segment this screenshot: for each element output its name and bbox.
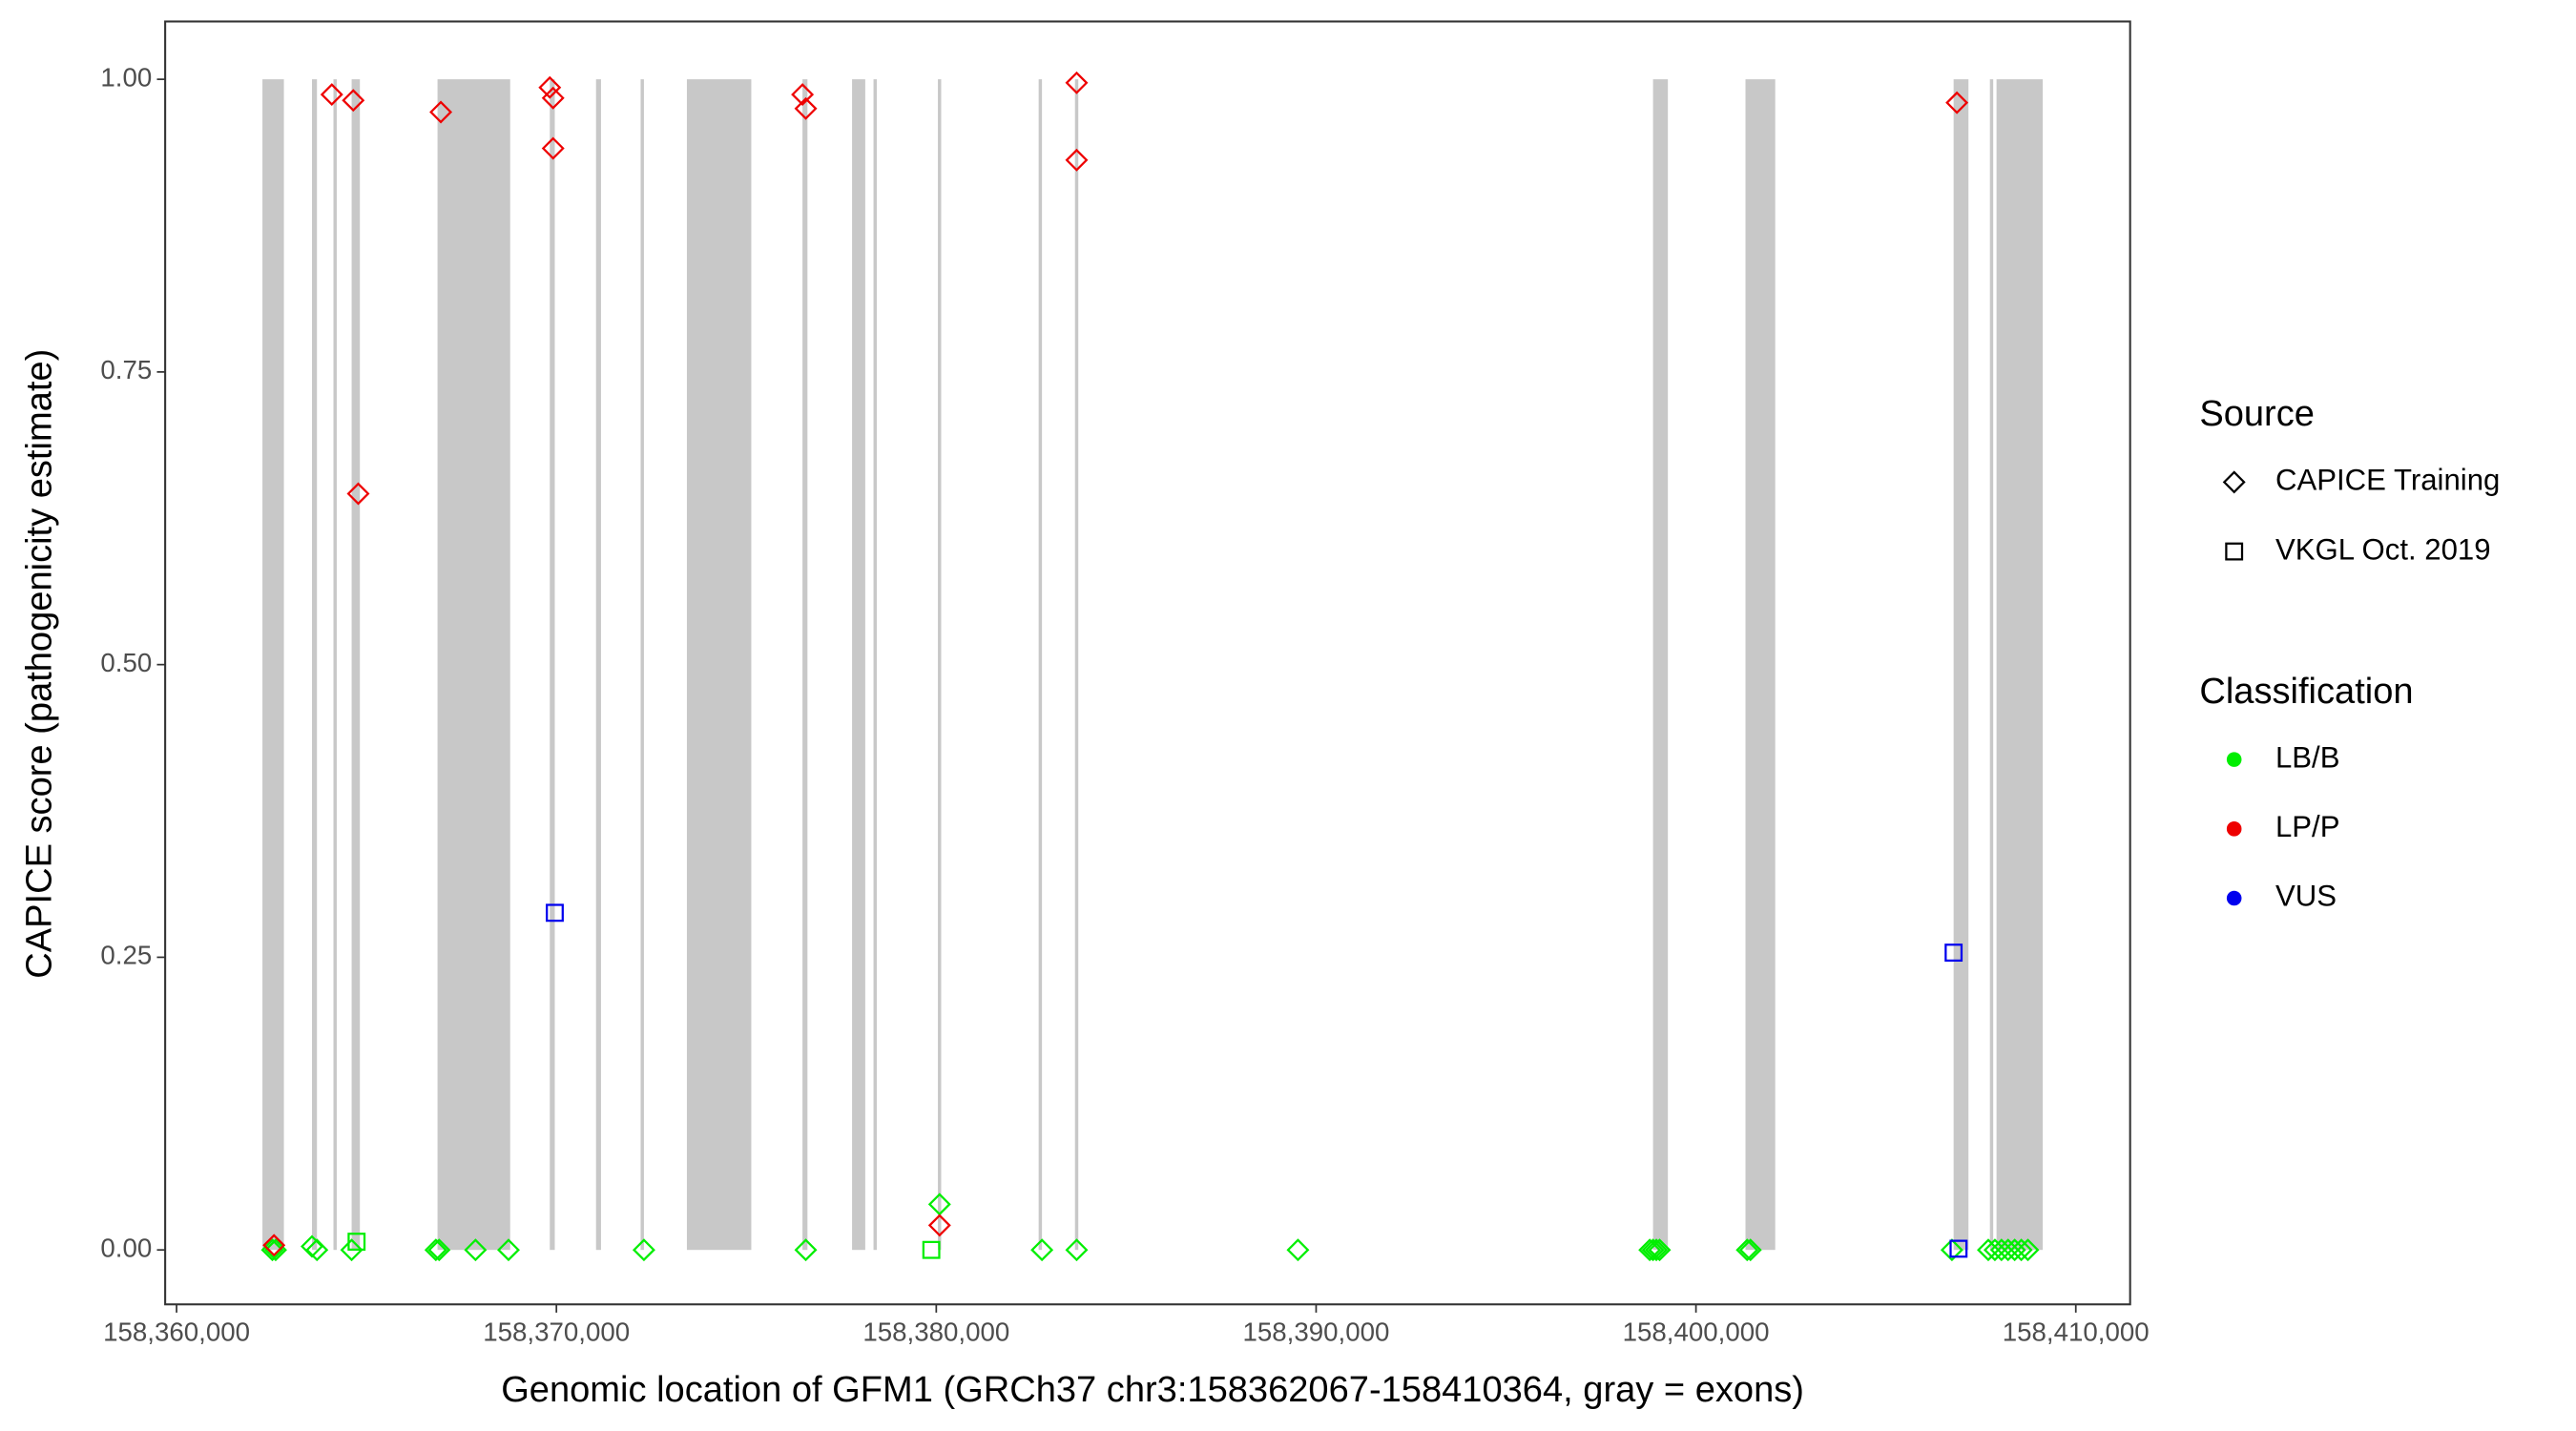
point [1738, 1238, 1762, 1262]
legend-label: CAPICE Training [2275, 464, 2500, 497]
point [497, 1238, 520, 1262]
point [1645, 1238, 1669, 1262]
point [429, 100, 453, 124]
point [541, 136, 565, 160]
exon [640, 79, 644, 1251]
point [1286, 1238, 1310, 1262]
exon [1745, 79, 1776, 1251]
legend: Source CAPICE Training VKGL Oct. 2019 Class… [2199, 394, 2500, 913]
exon [1074, 79, 1079, 1251]
point [1949, 1239, 1968, 1258]
point [1065, 71, 1089, 94]
point [538, 75, 562, 99]
point [1735, 1238, 1759, 1262]
y-tick-label: 0.75 [100, 355, 152, 384]
point [1648, 1238, 1672, 1262]
x-axis-title: Genomic location of GFM1 (GRCh37 chr3:15… [501, 1370, 1804, 1410]
x-tick-label: 158,360,000 [103, 1317, 250, 1347]
point [794, 1238, 818, 1262]
exon [550, 79, 555, 1251]
point [1945, 91, 1969, 114]
point [340, 1238, 364, 1262]
point [262, 1234, 286, 1257]
point [632, 1238, 655, 1262]
legend-label: LB/B [2275, 740, 2340, 774]
exon [312, 79, 318, 1251]
point [1065, 148, 1089, 172]
legend-label: LP/P [2275, 810, 2340, 843]
x-tick-label: 158,410,000 [2003, 1317, 2150, 1347]
y-tick-label: 0.50 [100, 648, 152, 677]
legend-label: VUS [2275, 880, 2337, 913]
exon [686, 79, 752, 1251]
x-tick-label: 158,370,000 [483, 1317, 630, 1347]
x-tick-label: 158,380,000 [862, 1317, 1009, 1347]
exon [262, 79, 284, 1251]
exon [1989, 79, 1994, 1251]
exon [333, 79, 337, 1251]
point [424, 1238, 447, 1262]
point-layer [260, 71, 2040, 1262]
point [546, 903, 564, 923]
exon [1652, 79, 1669, 1251]
point [1030, 1238, 1054, 1262]
legend-key [2226, 752, 2242, 767]
point [1944, 944, 1963, 962]
x-tick-label: 158,390,000 [1242, 1317, 1389, 1347]
legend-key [2226, 821, 2242, 837]
point [342, 89, 365, 113]
point [1065, 1238, 1089, 1262]
legend-title: Source [2199, 394, 2315, 434]
exon [938, 79, 942, 1251]
point [1638, 1238, 1662, 1262]
exon [852, 79, 865, 1251]
point [1940, 1238, 1963, 1262]
legend-key [2222, 470, 2246, 494]
point [427, 1238, 451, 1262]
legend-label: VKGL Oct. 2019 [2275, 532, 2491, 566]
point [305, 1238, 329, 1262]
point [2016, 1238, 2040, 1262]
y-axis-title: CAPICE score (pathogenicity estimate) [19, 349, 59, 979]
exon [351, 79, 361, 1251]
exon-layer [262, 79, 2044, 1251]
exon [802, 79, 808, 1251]
panel-border [164, 20, 2131, 1306]
point [1641, 1238, 1665, 1262]
point [794, 96, 818, 120]
exon [595, 79, 601, 1251]
y-tick-label: 0.25 [100, 941, 152, 970]
y-tick-label: 1.00 [100, 62, 152, 92]
point [464, 1238, 488, 1262]
point [927, 1213, 951, 1237]
legend-key [2225, 542, 2244, 561]
x-tick-label: 158,400,000 [1623, 1317, 1770, 1347]
legend-key [2226, 890, 2242, 906]
legend-title: Classification [2199, 672, 2413, 712]
exon [1038, 79, 1043, 1251]
exon [1953, 79, 1969, 1251]
exon [873, 79, 878, 1251]
point [922, 1240, 941, 1259]
point [320, 83, 343, 107]
exon [437, 79, 510, 1251]
y-tick-label: 0.00 [100, 1234, 152, 1263]
point [541, 86, 565, 110]
exon [1996, 79, 2044, 1251]
point [347, 1233, 366, 1252]
axes: 0.00 0.25 0.50 0.75 1.00 158,360,000 158,370,0… [100, 62, 2149, 1346]
point [2009, 1238, 2033, 1262]
point [791, 83, 815, 107]
point [346, 482, 370, 506]
